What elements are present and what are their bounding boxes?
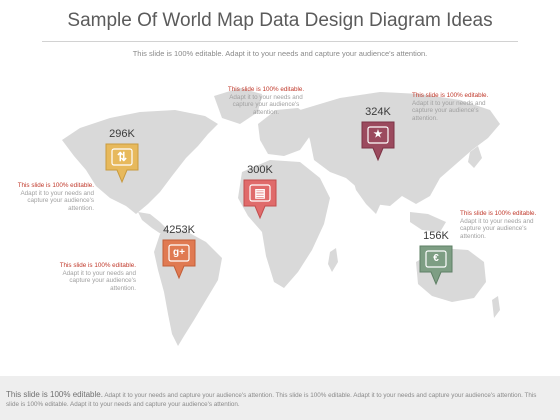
marker-value: 324K [365,106,391,118]
note-line: capture your audience's [232,101,300,108]
note-line: Adapt it to your needs and [460,217,534,225]
note-line: capture your audience's [460,225,527,232]
japan-shape [468,146,482,168]
north-america-shape [62,110,218,214]
money-icon: € [433,253,439,264]
pin-shape [419,245,453,286]
central-america-shape [138,212,170,236]
note-line: Adapt it to your needs and [62,269,136,277]
pin-shape [105,143,139,184]
marker-value: 4253K [163,224,195,236]
note-heading: This slide is 100% editable. [227,86,305,93]
footer-bar: This slide is 100% editable. Adapt it to… [0,376,560,420]
note-line: Adapt it to your needs and [412,99,486,107]
note-top-center: This slide is 100% editable. Adapt it to… [218,86,314,116]
note-right: This slide is 100% editable. Adapt it to… [460,210,556,240]
asia-shape [300,92,500,206]
europe-shape [258,108,312,156]
southeast-asia-shape [410,212,446,232]
marker-americas-north[interactable]: 296K ⇅ [104,128,140,184]
footer-text: This slide is 100% editable. Adapt it to… [6,390,551,409]
note-heading: This slide is 100% editable. [59,262,136,269]
footer-body: Adapt it to your needs and capture your … [6,392,537,408]
title-divider [42,41,518,42]
pin-shape [243,179,277,220]
note-left-upper: This slide is 100% editable. Adapt it to… [6,182,94,212]
note-top-right: This slide is 100% editable. Adapt it to… [412,92,508,122]
new-zealand-shape [492,296,500,318]
slide-subtitle: This slide is 100% editable. Adapt it to… [132,49,428,58]
marker-asia[interactable]: 324K ★ [360,106,396,162]
madagascar-shape [328,248,338,272]
pin-shape [361,121,395,162]
greenland-shape [214,88,262,124]
google-plus-icon: g+ [173,247,185,258]
marker-australia[interactable]: 156K € [418,230,454,286]
presentation-icon: ▤ [254,186,266,200]
note-line: capture your audience's [69,277,136,284]
footer-lead: This slide is 100% editable. [6,390,103,399]
note-line: attention. [460,232,486,240]
note-line: attention. [68,204,94,212]
marker-value: 156K [423,230,449,242]
note-line: Adapt it to your needs and [20,189,94,197]
slide-title: Sample Of World Map Data Design Diagram … [67,10,493,31]
marker-value: 296K [109,128,135,140]
note-line: attention. [110,284,136,292]
india-shape [352,176,384,214]
shield-star-icon: ★ [373,129,383,140]
note-heading: This slide is 100% editable. [17,182,94,189]
note-heading: This slide is 100% editable. [460,210,537,217]
note-left-lower: This slide is 100% editable. Adapt it to… [48,262,136,292]
note-line: Adapt it to your needs and [229,93,303,101]
note-line: attention. [253,108,279,116]
marker-africa[interactable]: 300K ▤ [242,164,278,220]
note-line: capture your audience's [27,197,94,204]
marker-value: 300K [247,164,273,176]
marker-south-america[interactable]: 4253K g+ [161,224,197,280]
pin-shape [162,239,196,280]
note-heading: This slide is 100% editable. [412,92,489,99]
thumbs-up-icon: ⇅ [116,150,128,164]
note-line: attention. [412,114,438,122]
note-line: capture your audience's [412,107,479,114]
